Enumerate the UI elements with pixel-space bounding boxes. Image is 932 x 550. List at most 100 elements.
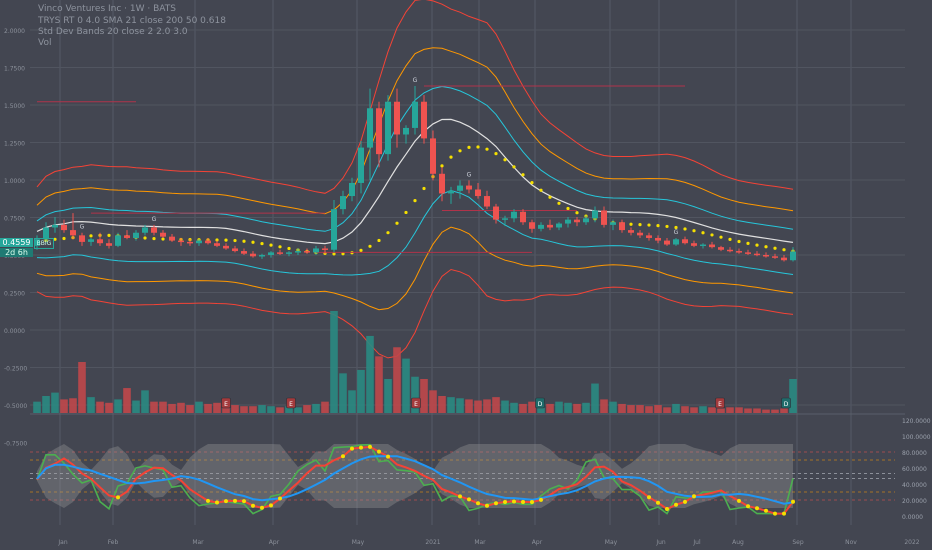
candle-body <box>574 219 580 223</box>
trend-dot <box>62 236 66 241</box>
osc-dot <box>512 499 516 504</box>
osc-axis-label: 60.0000 <box>902 466 927 473</box>
price-axis-label: 1.2500 <box>4 141 25 148</box>
band-basis <box>36 118 794 245</box>
trend-dot <box>476 145 480 149</box>
osc-dot <box>233 498 237 503</box>
candle-body <box>700 244 706 247</box>
candle-body <box>97 239 103 244</box>
volume-bar <box>753 408 761 413</box>
volume-bar <box>510 402 518 413</box>
trend-dot <box>386 231 390 235</box>
volume-bar <box>627 405 635 413</box>
volume-bar <box>609 401 617 413</box>
volume-bar <box>78 362 86 413</box>
volume-bar <box>204 403 212 413</box>
candle-body <box>250 253 256 257</box>
trend-dot <box>359 248 363 252</box>
header-line3: Std Dev Bands 20 close 2 2.0 3.0 <box>38 27 188 37</box>
time-axis-label: Feb <box>108 539 119 546</box>
candle-body <box>61 224 67 231</box>
volume-bar <box>384 379 392 413</box>
trend-dot <box>377 238 381 243</box>
event-marker-letter: D <box>784 401 789 408</box>
osc-dot <box>476 501 480 506</box>
volume-bar <box>663 407 671 413</box>
trend-dot <box>548 195 552 199</box>
volume-bar <box>573 403 581 413</box>
trend-dot <box>512 165 516 169</box>
candle-body <box>511 211 517 219</box>
candle-body <box>664 240 670 245</box>
candle-body <box>430 138 436 174</box>
candle-body <box>52 224 58 228</box>
time-axis-label: 2022 <box>904 539 919 546</box>
candle-body <box>457 185 463 191</box>
candle-body <box>115 235 121 246</box>
volume-bar <box>249 406 257 413</box>
volume-bar <box>483 399 491 413</box>
volume-bar <box>258 405 266 413</box>
candle-body <box>592 210 598 219</box>
volume-bar <box>375 356 383 413</box>
trend-dot <box>53 237 57 241</box>
osc-dot <box>665 506 669 511</box>
time-axis-label: Jan <box>57 539 67 546</box>
signal-letter: G <box>152 216 157 223</box>
volume-bar <box>348 390 356 413</box>
candle-body <box>718 247 724 250</box>
trend-dot <box>215 238 219 242</box>
trend-dot <box>368 244 372 248</box>
price-axis-label: 0.7500 <box>4 216 25 223</box>
event-marker-letter: D <box>538 401 543 408</box>
candle-body <box>646 235 652 238</box>
event-marker <box>286 397 296 409</box>
volume-bar <box>456 398 464 413</box>
event-marker-letter: E <box>414 401 418 408</box>
volume-bar <box>789 379 797 413</box>
candle-body <box>106 243 112 246</box>
candle-body <box>178 240 184 243</box>
header-line4: Vol <box>38 38 52 48</box>
trend-dot <box>683 227 687 231</box>
trend-dot <box>404 210 408 215</box>
trend-dot <box>575 211 579 215</box>
candle-body <box>520 211 526 223</box>
osc-dot <box>341 454 345 459</box>
time-axis-label: May <box>605 539 618 546</box>
event-marker-letter: E <box>718 401 722 408</box>
volume-bar <box>708 407 716 413</box>
candle-body <box>583 218 589 223</box>
candle-body <box>439 173 445 194</box>
volume-bar <box>465 399 473 413</box>
trend-dot <box>440 164 444 168</box>
trend-dot <box>233 238 237 243</box>
header-symbol: Vinco Ventures Inc · 1W · BATS <box>38 4 176 14</box>
trend-dot <box>467 145 471 149</box>
osc-dot <box>503 500 507 505</box>
osc-dot <box>116 495 120 500</box>
volume-bar <box>699 406 707 413</box>
osc-axis-label: 20.0000 <box>902 498 927 505</box>
trend-dot <box>242 239 246 243</box>
trend-dot <box>755 243 759 247</box>
candle-body <box>142 227 148 233</box>
event-marker-letter: E <box>289 401 293 408</box>
volume-bar <box>96 401 104 413</box>
candle-body <box>322 248 328 250</box>
osc-dot <box>278 496 282 501</box>
volume-bar <box>312 403 320 413</box>
price-axis-label: 0.0000 <box>4 328 25 335</box>
volume-bar <box>114 399 122 413</box>
candle-body <box>268 252 274 255</box>
volume-bar <box>780 408 788 413</box>
band-lower <box>36 189 794 276</box>
candle-body <box>736 251 742 253</box>
trend-dot <box>629 222 633 226</box>
volume-bar <box>645 406 653 413</box>
time-axis-label: May <box>352 539 365 546</box>
candle-body <box>259 255 265 257</box>
volume-bar <box>429 390 437 413</box>
osc-dot <box>350 446 354 451</box>
